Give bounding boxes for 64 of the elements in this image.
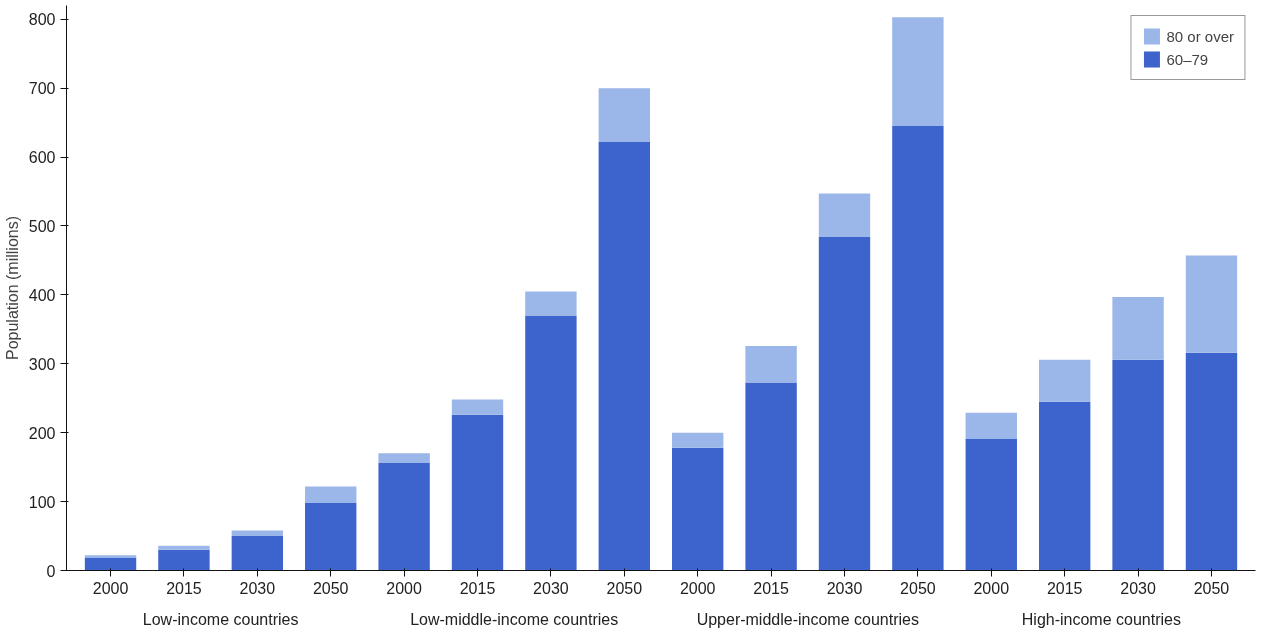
- bar: [745, 345, 797, 383]
- y-tick-label: 200: [28, 424, 56, 442]
- x-tick-label: 2030: [826, 579, 863, 597]
- bar: [965, 412, 1017, 439]
- bar: [672, 432, 724, 448]
- x-tick-label: 2030: [239, 579, 276, 597]
- text: Low-income countries: [142, 610, 299, 628]
- y-tick-label: 700: [28, 80, 56, 98]
- x-tick-label: 2000: [386, 579, 423, 597]
- bar: [378, 453, 430, 464]
- bar: [1185, 255, 1238, 353]
- bar: [525, 291, 577, 316]
- text: High-income countries: [1021, 610, 1181, 628]
- bar: [1038, 359, 1091, 402]
- x-tick-label: 2000: [92, 579, 129, 597]
- y-tick-label: 300: [28, 355, 56, 373]
- legend-label: 60–79: [1166, 50, 1209, 68]
- bar: [598, 88, 650, 142]
- y-tick-label: 100: [28, 493, 56, 511]
- bar: [84, 558, 137, 571]
- x-tick-label: 2030: [533, 579, 569, 597]
- bar: [1185, 352, 1238, 571]
- bar: [305, 486, 357, 503]
- x-tick-label: 2000: [679, 579, 716, 597]
- bar: [305, 502, 357, 571]
- x-tick-label: 2015: [753, 579, 789, 597]
- y-tick-label: 600: [28, 149, 56, 167]
- text: Upper-middle-income countries: [696, 610, 919, 628]
- bar: [598, 141, 650, 571]
- bar: [892, 126, 944, 571]
- legend-label: 80 or over: [1166, 27, 1234, 45]
- y-tick-label: 800: [28, 11, 56, 29]
- bar: [818, 193, 871, 238]
- x-tick-label: 2050: [312, 579, 349, 597]
- x-tick-label: 2050: [606, 579, 643, 597]
- bar: [818, 237, 871, 571]
- bar: [892, 17, 944, 127]
- bar: [965, 438, 1017, 571]
- bar: [672, 447, 724, 571]
- bar: [158, 545, 210, 550]
- y-tick-label: 0: [46, 562, 56, 580]
- x-tick-label: 2050: [900, 579, 936, 597]
- bar: [1112, 359, 1164, 571]
- bar: [231, 530, 284, 537]
- bar: [525, 315, 577, 571]
- x-tick-label: 2015: [1046, 579, 1083, 597]
- bar: [451, 414, 504, 571]
- x-tick-label: 2015: [166, 579, 202, 597]
- bar: [451, 399, 504, 415]
- bar: [1038, 401, 1091, 571]
- x-tick-label: 2000: [973, 579, 1010, 597]
- y-axis-title: Population (millions): [3, 215, 21, 361]
- x-tick-label: 2050: [1193, 579, 1230, 597]
- x-tick-label: 2015: [459, 579, 496, 597]
- bar: [84, 555, 137, 559]
- text: Low-middle-income countries: [410, 610, 619, 628]
- x-tick-label: 2030: [1120, 579, 1156, 597]
- bar: [231, 536, 284, 571]
- bar: [1112, 296, 1164, 360]
- y-tick-label: 500: [28, 217, 56, 235]
- bar: [158, 549, 210, 571]
- bar: [378, 463, 430, 571]
- y-tick-label: 400: [28, 286, 56, 304]
- bar: [745, 382, 797, 571]
